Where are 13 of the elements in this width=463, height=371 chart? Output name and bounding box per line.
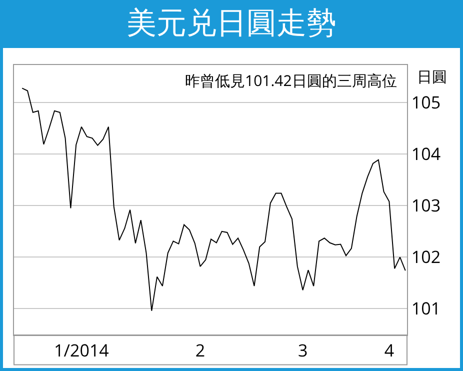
x-tick-label: 2: [195, 338, 206, 362]
y-tick-label: 102: [411, 245, 441, 268]
chart-title: 美元兑日圓走勢: [0, 0, 463, 48]
y-tick-label: 101: [411, 296, 441, 320]
annotation: 昨曾低見101.42日圓的三周高位: [185, 71, 397, 91]
y-tick-label: 105: [411, 90, 441, 114]
line-series: [22, 88, 406, 312]
y-tick-label: 104: [411, 142, 441, 166]
x-tick-label: 3: [298, 338, 308, 362]
y-tick-label: 103: [411, 194, 441, 217]
x-tick-label: 1/2014: [54, 338, 110, 362]
y-axis-title: 日圓: [417, 67, 447, 87]
x-tick-label: 4: [384, 338, 394, 362]
